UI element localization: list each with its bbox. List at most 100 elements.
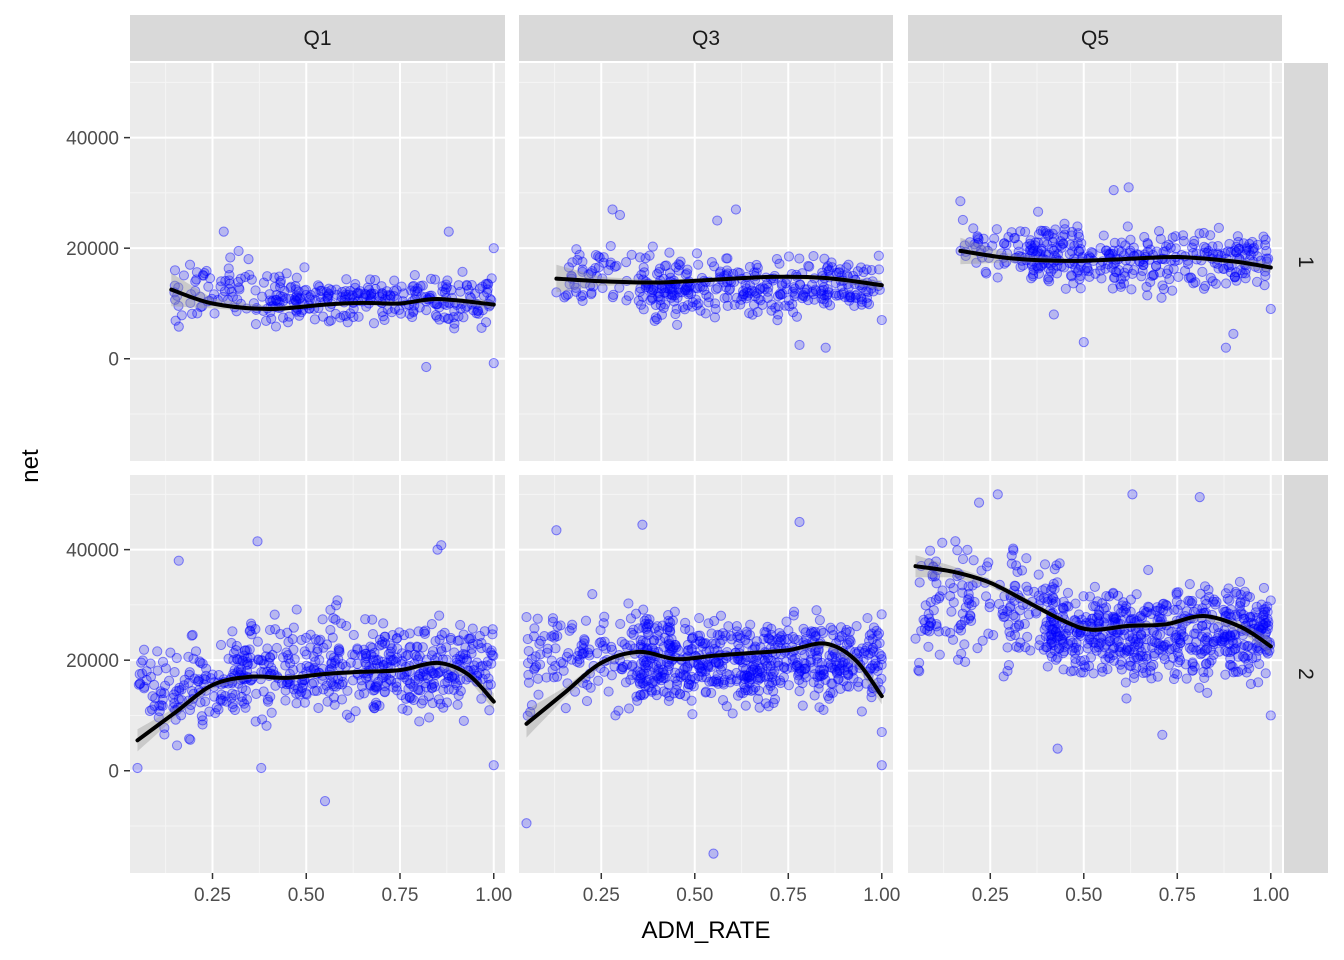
- data-point: [1241, 243, 1252, 255]
- data-point: [391, 285, 402, 296]
- data-point: [1154, 267, 1166, 278]
- data-point: [233, 245, 244, 257]
- data-point: [195, 657, 206, 668]
- data-point: [391, 685, 403, 696]
- data-point: [167, 692, 179, 703]
- data-point: [863, 298, 875, 310]
- data-point: [732, 690, 744, 701]
- data-point: [1037, 225, 1049, 237]
- data-point: [667, 290, 678, 301]
- data-point: [436, 646, 447, 657]
- data-point: [171, 652, 182, 664]
- data-point: [408, 694, 419, 706]
- data-point: [953, 623, 964, 634]
- data-point: [686, 679, 697, 690]
- data-point: [192, 676, 204, 687]
- data-point: [693, 259, 704, 270]
- data-point: [666, 283, 678, 294]
- data-point: [455, 286, 466, 297]
- data-point: [607, 292, 618, 303]
- data-point: [577, 264, 588, 275]
- data-point: [376, 281, 387, 292]
- data-point: [1048, 263, 1059, 274]
- data-point: [703, 291, 714, 303]
- data-point: [435, 666, 446, 677]
- data-point: [435, 643, 447, 654]
- data-point: [797, 293, 808, 304]
- data-point: [800, 287, 811, 298]
- data-point: [1252, 251, 1263, 262]
- data-point: [1123, 182, 1134, 193]
- data-point: [157, 656, 169, 667]
- data-point: [480, 317, 492, 328]
- data-point: [439, 287, 451, 298]
- data-point: [595, 625, 606, 636]
- data-point: [1008, 609, 1019, 621]
- data-point: [566, 623, 577, 634]
- data-point: [720, 282, 732, 293]
- facet-strip-Q1: [130, 15, 505, 61]
- data-point: [150, 693, 161, 704]
- data-point: [532, 613, 543, 624]
- data-point: [402, 649, 413, 661]
- data-point: [613, 705, 624, 716]
- data-point: [730, 204, 742, 215]
- data-point: [794, 516, 805, 528]
- data-point: [450, 678, 461, 689]
- data-point: [217, 291, 229, 302]
- data-point: [443, 226, 454, 237]
- data-point: [418, 695, 429, 706]
- data-point: [759, 655, 770, 666]
- data-point: [220, 275, 231, 287]
- data-point: [851, 289, 863, 300]
- data-point: [482, 680, 494, 691]
- data-point: [599, 611, 610, 622]
- data-point: [186, 685, 198, 697]
- data-point: [488, 650, 499, 661]
- data-point: [338, 310, 349, 321]
- x-tick-label: 0.75: [770, 885, 807, 906]
- data-point: [634, 673, 646, 684]
- data-point: [1177, 230, 1189, 241]
- data-point: [642, 627, 653, 638]
- data-point: [638, 262, 649, 273]
- data-point: [1058, 638, 1069, 649]
- data-point: [160, 663, 171, 674]
- data-point: [290, 291, 302, 302]
- data-point: [1122, 221, 1133, 232]
- data-point: [246, 620, 257, 632]
- data-point: [660, 287, 671, 298]
- data-point: [623, 598, 634, 609]
- data-point: [411, 651, 422, 662]
- data-point: [340, 289, 352, 300]
- data-point: [1231, 267, 1242, 278]
- data-point: [625, 674, 636, 685]
- data-point: [856, 706, 867, 717]
- data-point: [1241, 667, 1252, 678]
- data-point: [799, 284, 811, 295]
- data-point: [239, 645, 250, 656]
- data-point: [1167, 232, 1178, 243]
- data-point: [1207, 241, 1218, 252]
- data-point: [184, 704, 196, 716]
- data-point: [630, 608, 642, 619]
- data-point: [659, 260, 671, 272]
- data-point: [800, 633, 811, 645]
- data-point: [1229, 272, 1240, 283]
- data-point: [315, 285, 326, 296]
- data-point: [822, 261, 834, 272]
- data-point: [298, 679, 309, 690]
- data-point: [1075, 283, 1086, 294]
- data-point: [559, 292, 570, 303]
- data-point: [467, 638, 478, 649]
- data-point: [328, 652, 340, 663]
- data-point: [404, 628, 415, 639]
- data-point: [1128, 264, 1140, 276]
- data-point: [454, 635, 465, 646]
- y-axis-title: net: [17, 449, 44, 483]
- data-point: [1009, 232, 1021, 244]
- data-point: [641, 656, 652, 667]
- data-point: [1108, 185, 1119, 196]
- data-point: [232, 294, 243, 305]
- data-point: [772, 291, 784, 302]
